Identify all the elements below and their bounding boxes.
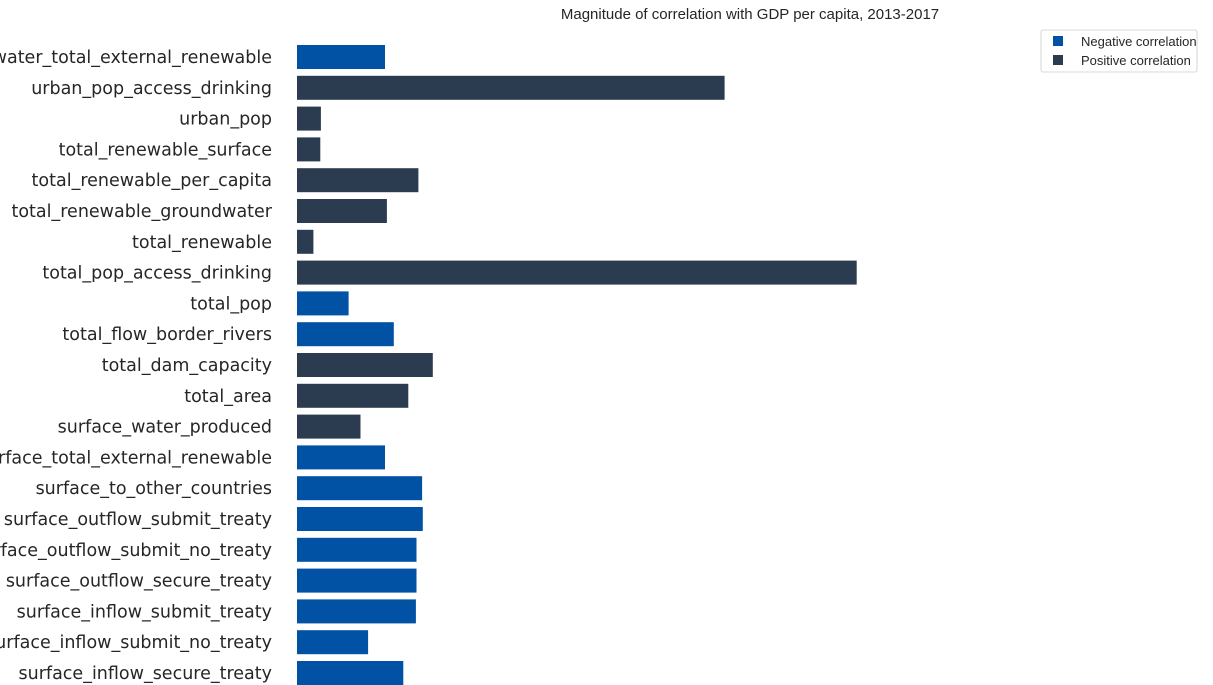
bar-total-pop-access-drinking	[297, 260, 857, 285]
bar-total-renewable	[297, 229, 314, 254]
y-tick-label: urban_pop_access_drinking	[31, 79, 272, 99]
bar-total-flow-border-rivers	[297, 322, 394, 347]
y-tick-label: total_renewable	[132, 233, 272, 253]
bar-surface-total-external-renewable	[297, 445, 385, 470]
bar-urban-pop	[297, 106, 321, 131]
bar-total-area	[297, 383, 409, 408]
bar-surface-water-produced	[297, 414, 361, 439]
y-tick-label: surface_inflow_submit_no_treaty	[0, 633, 272, 653]
y-tick-label: surface_total_external_renewable	[0, 448, 272, 468]
legend-frame	[1040, 29, 1198, 73]
legend-label-positive: Positive correlation	[1081, 53, 1191, 68]
bar-surface-outflow-submit-treaty	[297, 507, 423, 531]
y-tick-label: total_renewable_per_capita	[32, 171, 272, 191]
y-tick-label: urban_pop	[179, 110, 272, 130]
y-tick-labels: water_total_external_renewable urban_pop_…	[0, 48, 273, 684]
y-tick-label: surface_to_other_countries	[36, 479, 272, 499]
legend: Negative correlation Positive correlatio…	[1040, 29, 1198, 73]
y-tick-label: total_renewable_groundwater	[11, 202, 272, 222]
bar-surface-to-other-countries	[297, 476, 423, 501]
y-tick-label: total_area	[184, 387, 272, 407]
y-tick-label: total_renewable_surface	[59, 140, 272, 160]
bar-urban-pop-access-drinking	[297, 75, 725, 100]
bar-surface-outflow-secure-treaty	[297, 568, 417, 593]
bars-group	[297, 45, 857, 685]
legend-swatch-negative	[1053, 36, 1063, 46]
bar-total-renewable-groundwater	[297, 199, 387, 223]
y-tick-label: surface_inflow_secure_treaty	[19, 664, 272, 684]
bar-total-pop	[297, 291, 349, 316]
y-tick-label: surface_water_produced	[58, 418, 272, 438]
bar-surface-inflow-submit-no-treaty	[297, 630, 369, 655]
y-tick-label: surface_inflow_submit_treaty	[17, 602, 272, 622]
y-tick-label: total_pop_access_drinking	[42, 264, 272, 284]
y-tick-label: surface_outflow_submit_no_treaty	[0, 541, 272, 561]
bar-surface-outflow-submit-no-treaty	[297, 537, 417, 562]
bar-water-total-external-renewable	[297, 45, 385, 69]
y-tick-label: total_flow_border_rivers	[62, 325, 272, 345]
chart-title: Magnitude of correlation with GDP per ca…	[561, 6, 939, 23]
legend-swatch-positive	[1053, 55, 1063, 65]
y-tick-label: surface_outflow_secure_treaty	[6, 572, 272, 592]
legend-label-negative: Negative correlation	[1081, 34, 1197, 49]
bar-total-renewable-surface	[297, 137, 321, 162]
y-tick-label: water_total_external_renewable	[0, 48, 272, 68]
bar-total-renewable-per-capita	[297, 168, 419, 193]
bar-total-dam-capacity	[297, 353, 433, 377]
y-tick-label: surface_outflow_submit_treaty	[4, 510, 272, 530]
bar-surface-inflow-secure-treaty	[297, 661, 404, 685]
y-tick-label: total_pop	[190, 294, 272, 314]
bar-surface-inflow-submit-treaty	[297, 599, 416, 624]
y-tick-label: total_dam_capacity	[102, 356, 272, 376]
